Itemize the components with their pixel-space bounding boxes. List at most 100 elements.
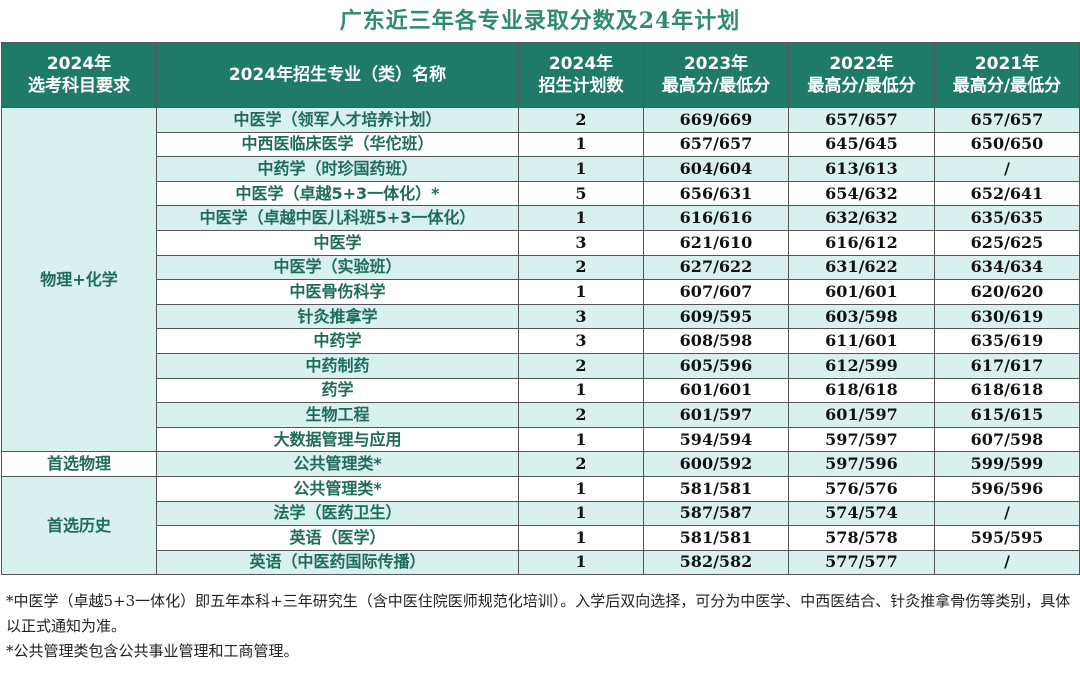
- header-2022-line1: 2022年: [829, 54, 894, 74]
- score-2021-cell: 617/617: [934, 352, 1080, 379]
- header-2022: 2022年 最高分/最低分: [788, 42, 935, 108]
- plan-cell: 2: [518, 254, 644, 281]
- table-body: 物理+化学 中医学（领军人才培养计划） 2 669/669 657/657 657/657…: [1, 106, 1080, 576]
- header-plan: 2024年 招生计划数: [518, 42, 644, 108]
- table-row: 药学 1 601/601 618/618 618/618: [2, 377, 1080, 404]
- plan-cell: 5: [518, 180, 644, 207]
- plan-cell: 2: [518, 107, 644, 133]
- score-2023-cell: 608/598: [643, 328, 789, 354]
- score-2021-cell: 650/650: [934, 131, 1080, 158]
- score-2021-cell: 620/620: [934, 279, 1080, 305]
- header-2023: 2023年 最高分/最低分: [643, 42, 789, 108]
- footnotes: *中医学（卓越5+3一体化）即五年本科+三年研究生（含中医住院医师规范化培训）。…: [6, 589, 1074, 664]
- plan-cell: 2: [518, 451, 644, 477]
- header-2021-line2: 最高分/最低分: [952, 76, 1062, 96]
- score-2021-cell: 634/634: [934, 254, 1080, 281]
- table-row: 中医骨伤科学 1 607/607 601/601 620/620: [2, 279, 1080, 305]
- score-2023-cell: 582/582: [643, 549, 789, 576]
- major-cell: 针灸推拿学: [156, 303, 519, 330]
- score-2021-cell: 607/598: [934, 426, 1080, 453]
- score-2023-cell: 581/581: [643, 475, 789, 502]
- score-2023-cell: 616/616: [643, 205, 789, 231]
- score-2022-cell: 618/618: [788, 377, 935, 404]
- table-row: 中药制药 2 605/596 612/599 617/617: [2, 352, 1080, 379]
- score-2021-cell: 595/595: [934, 525, 1080, 551]
- score-2021-cell: 618/618: [934, 377, 1080, 404]
- score-2021-cell: /: [934, 156, 1080, 182]
- header-row: 2024年 选考科目要求 2024年招生专业（类）名称 2024年 招生计划数 …: [1, 42, 1080, 108]
- header-2023-line1: 2023年: [683, 54, 749, 74]
- score-2023-cell: 621/610: [643, 229, 789, 256]
- score-2022-cell: 616/612: [788, 229, 935, 256]
- score-2021-cell: 652/641: [934, 180, 1080, 207]
- score-2021-cell: 635/619: [934, 328, 1080, 354]
- major-cell: 生物工程: [156, 402, 519, 428]
- footnote-2: *公共管理类包含公共事业管理和工商管理。: [6, 642, 299, 661]
- score-2023-cell: 657/657: [643, 131, 789, 158]
- plan-cell: 1: [518, 475, 644, 502]
- plan-cell: 3: [518, 303, 644, 330]
- major-cell: 中医学: [156, 229, 519, 256]
- score-2022-cell: 601/601: [788, 279, 935, 305]
- score-2023-cell: 669/669: [643, 107, 789, 133]
- major-cell: 中医学（卓越5+3一体化）*: [156, 180, 519, 207]
- score-2022-cell: 657/657: [788, 107, 935, 133]
- plan-cell: 3: [518, 328, 644, 354]
- score-2023-cell: 600/592: [643, 451, 789, 477]
- plan-cell: 1: [518, 426, 644, 453]
- table-row: 中药学 3 608/598 611/601 635/619: [2, 328, 1080, 354]
- major-cell: 药学: [156, 377, 519, 404]
- score-2023-cell: 605/596: [643, 352, 789, 379]
- score-2023-cell: 594/594: [643, 426, 789, 453]
- header-major: 2024年招生专业（类）名称: [156, 42, 519, 108]
- table-row: 中西医临床医学（华佗班） 1 657/657 645/645 650/650: [2, 131, 1080, 158]
- header-subject-requirement: 2024年 选考科目要求: [1, 42, 157, 108]
- major-cell: 大数据管理与应用: [156, 426, 519, 453]
- plan-cell: 2: [518, 352, 644, 379]
- score-2021-cell: /: [934, 549, 1080, 576]
- score-2021-cell: 635/635: [934, 205, 1080, 231]
- major-cell: 英语（中医药国际传播）: [156, 549, 519, 576]
- header-subject-line2: 选考科目要求: [28, 76, 130, 96]
- score-2022-cell: 576/576: [788, 475, 935, 502]
- score-2023-cell: 656/631: [643, 180, 789, 207]
- header-2021-line1: 2021年: [974, 54, 1040, 74]
- score-2023-cell: 627/622: [643, 254, 789, 281]
- table-row: 生物工程 2 601/597 601/597 615/615: [2, 402, 1080, 428]
- major-cell: 中医学（实验班）: [156, 254, 519, 281]
- table-row: 中医学 3 621/610 616/612 625/625: [2, 229, 1080, 256]
- table-row: 大数据管理与应用 1 594/594 597/597 607/598: [2, 426, 1080, 453]
- plan-cell: 1: [518, 131, 644, 158]
- score-2021-cell: 630/619: [934, 303, 1080, 330]
- major-cell: 英语（医学）: [156, 525, 519, 551]
- plan-cell: 1: [518, 500, 644, 527]
- score-2021-cell: 615/615: [934, 402, 1080, 428]
- major-cell: 公共管理类*: [156, 451, 519, 477]
- major-cell: 中药学（时珍国药班）: [156, 156, 519, 182]
- score-2021-cell: 596/596: [934, 475, 1080, 502]
- score-2022-cell: 578/578: [788, 525, 935, 551]
- table-row: 针灸推拿学 3 609/595 603/598 630/619: [2, 303, 1080, 330]
- score-2022-cell: 632/632: [788, 205, 935, 231]
- plan-cell: 1: [518, 156, 644, 182]
- table-row: 英语（中医药国际传播） 1 582/582 577/577/: [2, 549, 1080, 576]
- header-2021: 2021年 最高分/最低分: [934, 42, 1080, 108]
- header-subject-line1: 2024年: [46, 54, 112, 74]
- major-cell: 中西医临床医学（华佗班）: [156, 131, 519, 158]
- admission-score-table: 2024年 选考科目要求 2024年招生专业（类）名称 2024年 招生计划数 …: [1, 42, 1080, 576]
- plan-cell: 1: [518, 377, 644, 404]
- plan-cell: 1: [518, 205, 644, 231]
- score-2022-cell: 654/632: [788, 180, 935, 207]
- table-row: 法学（医药卫生） 1 587/587 574/574/: [2, 500, 1080, 527]
- score-2023-cell: 601/601: [643, 377, 789, 404]
- score-2023-cell: 607/607: [643, 279, 789, 305]
- header-2022-line2: 最高分/最低分: [807, 76, 916, 96]
- score-2022-cell: 597/596: [788, 451, 935, 477]
- table-row: 中医学（卓越5+3一体化）* 5 656/631 654/632 652/641: [2, 180, 1080, 207]
- major-cell: 中药制药: [156, 352, 519, 379]
- score-2022-cell: 613/613: [788, 156, 935, 182]
- plan-cell: 1: [518, 549, 644, 576]
- major-cell: 中医骨伤科学: [156, 279, 519, 305]
- header-plan-line2: 招生计划数: [538, 76, 624, 96]
- header-2023-line2: 最高分/最低分: [661, 76, 771, 96]
